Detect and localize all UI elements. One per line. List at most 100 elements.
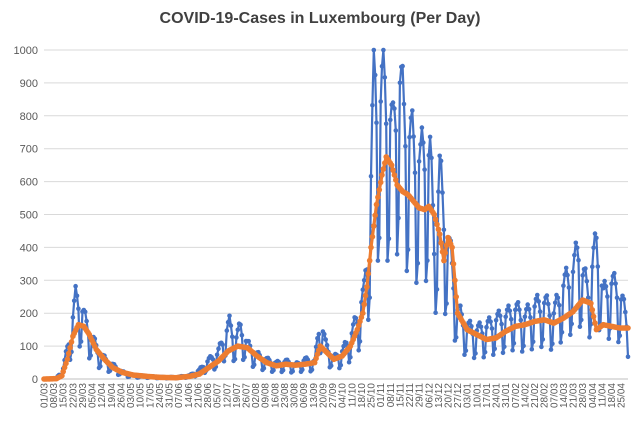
data-point [441, 227, 447, 233]
data-point [517, 307, 522, 313]
x-tick-label: 10/01 [472, 383, 483, 408]
data-point [414, 280, 419, 286]
data-point [463, 348, 469, 353]
data-point [572, 252, 577, 258]
x-tick-label: 28/03 [578, 383, 589, 408]
data-point [565, 272, 570, 278]
x-tick-label: 08/11 [386, 383, 397, 408]
x-tick-label: 19/07 [232, 383, 243, 408]
data-point [353, 315, 359, 321]
x-tick-label: 18/04 [607, 383, 618, 408]
x-tick-label: 31/05 [165, 383, 176, 408]
data-point [341, 343, 346, 349]
data-point [541, 300, 547, 306]
data-point [569, 321, 574, 327]
data-point [393, 177, 399, 183]
data-point [488, 319, 493, 324]
data-point [432, 216, 439, 223]
data-point [405, 247, 411, 252]
x-tick-label: 27/09 [328, 383, 339, 408]
data-point [595, 264, 601, 269]
data-point [214, 352, 220, 358]
data-point [507, 308, 513, 314]
data-point [616, 339, 621, 345]
data-point [436, 231, 443, 237]
data-point [300, 367, 305, 373]
data-point [373, 201, 380, 208]
x-tick-label: 14/02 [520, 383, 531, 408]
data-point [429, 155, 434, 161]
x-tick-label: 21/06 [193, 383, 204, 408]
data-point [368, 174, 374, 179]
x-tick-label: 12/07 [222, 383, 233, 408]
x-tick-label: 22/03 [68, 383, 79, 408]
x-tick-label: 24/01 [492, 383, 503, 408]
data-point [375, 258, 381, 263]
data-point [235, 327, 241, 333]
data-point [625, 354, 631, 360]
data-point [566, 285, 572, 290]
data-point [376, 187, 383, 193]
data-point [388, 162, 395, 168]
x-tick-label: 05/04 [88, 383, 99, 408]
x-tick-label: 15/03 [59, 383, 70, 408]
data-point [234, 335, 239, 340]
data-point [452, 277, 458, 284]
data-point [515, 300, 521, 305]
data-point [444, 301, 449, 306]
data-point [548, 347, 554, 352]
data-point [82, 309, 88, 315]
x-tick-label: 13/09 [309, 383, 320, 408]
data-point [397, 80, 403, 86]
x-tick-label: 17/01 [482, 383, 493, 408]
data-point [435, 226, 442, 233]
data-point [393, 128, 399, 133]
data-point [590, 313, 597, 320]
data-point [366, 257, 373, 264]
x-tick-label: 20/12 [443, 383, 454, 408]
data-point [64, 356, 71, 363]
data-point [377, 235, 382, 241]
data-point [225, 319, 231, 325]
x-tick-label: 03/01 [463, 383, 474, 408]
x-tick-label: 24/05 [155, 383, 166, 408]
x-tick-label: 13/12 [434, 383, 445, 408]
y-tick-label: 100 [20, 341, 38, 353]
data-point [592, 320, 598, 326]
data-point [587, 335, 592, 340]
data-point [625, 325, 631, 331]
y-tick-label: 400 [20, 242, 38, 254]
x-tick-label: 15/11 [395, 383, 406, 408]
data-point [612, 270, 617, 276]
data-point [529, 346, 535, 352]
data-point [324, 342, 330, 348]
data-point [605, 294, 610, 299]
data-point [518, 317, 524, 323]
x-tick-label: 17/05 [145, 383, 156, 408]
data-point [98, 363, 103, 369]
data-point [391, 172, 398, 178]
data-point [370, 103, 375, 108]
data-point [614, 295, 620, 301]
data-point [422, 167, 427, 172]
data-point [309, 367, 315, 373]
data-point [220, 342, 225, 347]
data-point [372, 72, 378, 78]
y-tick-label: 300 [20, 275, 38, 287]
x-tick-label: 26/04 [116, 383, 127, 408]
x-tick-label: 06/09 [299, 383, 310, 408]
x-tick-label: 28/02 [540, 383, 551, 408]
y-tick-label: 800 [20, 111, 38, 123]
data-point [374, 120, 379, 125]
data-point [230, 334, 235, 340]
data-point [416, 159, 422, 164]
data-point [371, 223, 377, 229]
data-point [348, 355, 353, 360]
x-tick-label: 11/10 [347, 383, 358, 408]
data-point [419, 125, 425, 130]
x-tick-label: 06/12 [424, 383, 435, 408]
data-point [360, 287, 366, 293]
x-tick-label: 28/06 [203, 383, 214, 408]
data-point [407, 134, 412, 140]
